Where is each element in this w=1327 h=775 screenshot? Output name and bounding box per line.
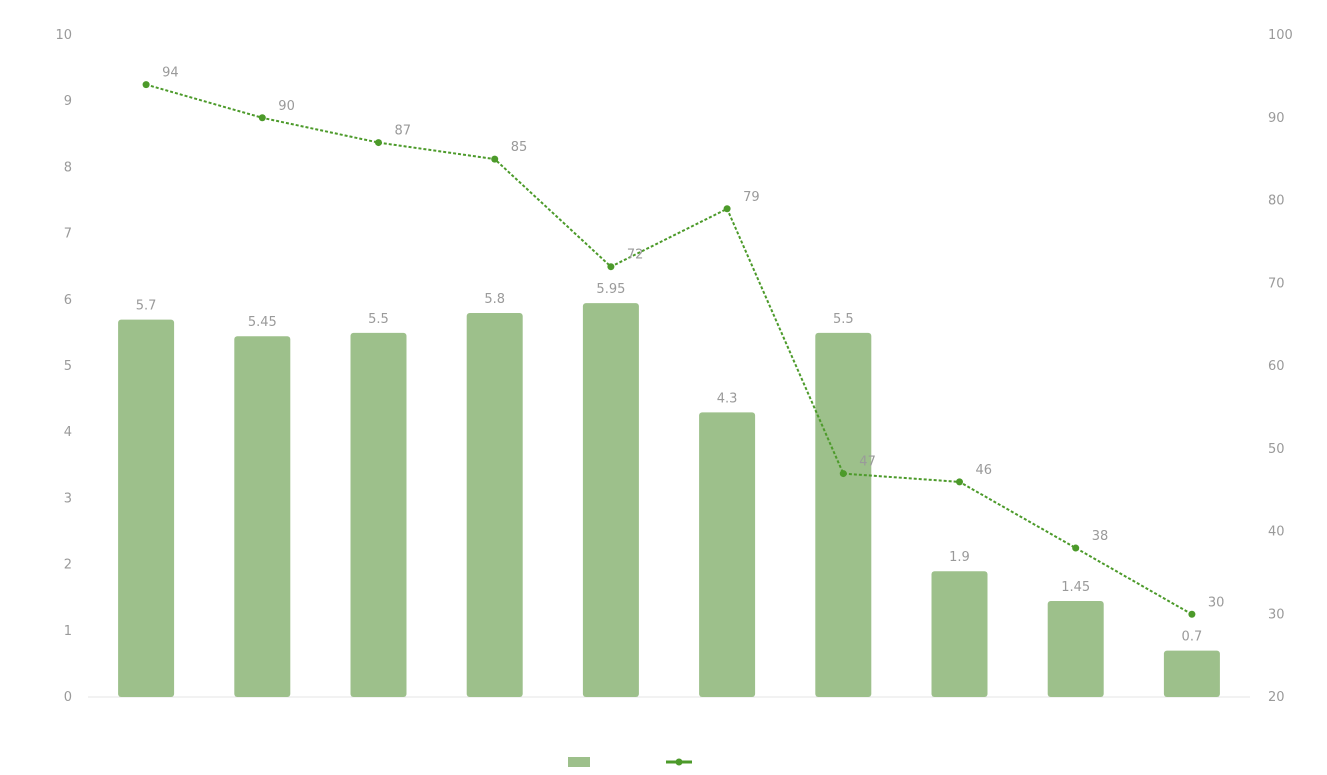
y-right-tick-label: 80 [1268,194,1285,209]
line-data-label: 47 [859,455,876,470]
bar-data-label: 5.5 [368,312,389,327]
y-right-tick-label: 40 [1268,525,1285,540]
bar-data-label: 0.7 [1182,630,1203,645]
line-path [145,83,1193,616]
y-right-tick-label: 100 [1268,28,1293,43]
line-point [142,81,150,89]
line-point [839,470,847,478]
legend-swatch-line-marker [675,758,683,766]
bar-series [118,303,1220,697]
y-axis-right: 20 30 40 50 60 70 80 90 100 [1268,28,1293,705]
line-data-labels: 94 90 87 85 72 79 47 46 38 30 [162,66,1224,611]
bar [699,412,756,697]
y-left-tick-label: 0 [64,690,72,705]
line-point [1072,544,1080,552]
y-axis-left: 0 1 2 3 4 5 6 7 8 9 10 [55,28,72,705]
y-left-tick-label: 7 [64,227,72,242]
bar-data-label: 1.45 [1061,580,1090,595]
line-data-label: 85 [511,140,528,155]
line-data-label: 72 [627,248,644,263]
bar-data-label: 5.7 [136,299,157,314]
line-data-label: 30 [1208,595,1225,610]
y-left-tick-label: 2 [64,558,72,573]
bar [350,332,407,697]
line-data-label: 90 [278,99,295,114]
bar [1163,650,1220,697]
line-data-label: 87 [395,124,412,139]
bar [234,336,291,697]
bar [1047,601,1104,697]
y-right-tick-label: 50 [1268,442,1285,457]
legend-swatch-bar [568,757,590,767]
bar [815,332,872,697]
bar [466,313,523,697]
line-point [723,205,731,213]
y-left-tick-label: 10 [55,28,72,43]
y-right-tick-label: 70 [1268,276,1285,291]
y-left-tick-label: 8 [64,160,72,175]
bar-data-label: 5.8 [484,292,505,307]
line-point [258,114,266,122]
bar-data-labels: 5.7 5.45 5.5 5.8 5.95 4.3 5.5 1.9 1.45 0.7 [136,282,1202,645]
line-series [142,81,1196,618]
y-right-tick-label: 30 [1268,607,1285,622]
y-left-tick-label: 3 [64,491,72,506]
line-point [491,155,499,163]
line-data-label: 46 [976,463,993,478]
bar-data-label: 5.45 [248,315,277,330]
y-left-tick-label: 9 [64,94,72,109]
y-right-tick-label: 20 [1268,690,1285,705]
y-left-tick-label: 4 [64,425,72,440]
line-point [1188,610,1196,618]
bar-data-label: 1.9 [949,550,970,565]
bar-data-label: 5.95 [596,282,625,297]
y-right-tick-label: 90 [1268,111,1285,126]
line-point [956,478,963,486]
line-data-label: 94 [162,66,179,81]
line-point [375,139,382,147]
line-point [607,263,615,271]
bar-data-label: 5.5 [833,312,854,327]
bar-data-label: 4.3 [717,391,738,406]
y-left-tick-label: 1 [64,624,72,639]
y-left-tick-label: 5 [64,359,72,374]
legend [568,757,692,767]
y-right-tick-label: 60 [1268,359,1285,374]
bar [118,319,175,697]
y-left-tick-label: 6 [64,293,72,308]
bar [931,571,988,697]
bar [582,303,639,697]
line-data-label: 79 [743,190,760,205]
line-data-label: 38 [1092,529,1109,544]
